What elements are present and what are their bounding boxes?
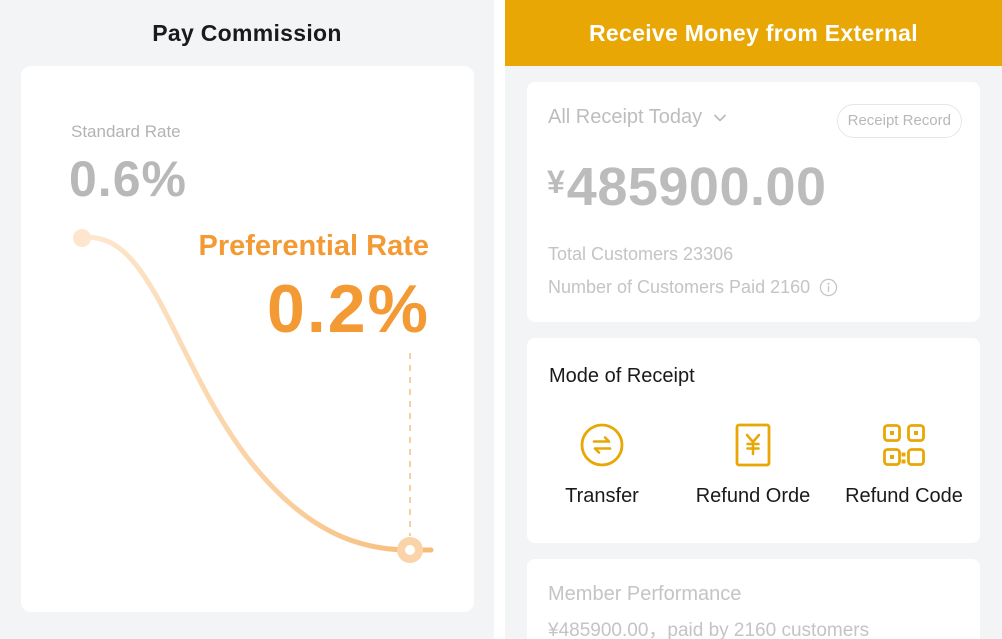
mode-of-receipt-title: Mode of Receipt (549, 365, 695, 387)
receipt-record-button[interactable]: Receipt Record (836, 104, 962, 138)
total-customers-label: Total Customers 23306 (548, 244, 734, 264)
amount-value: 485900.00 (566, 157, 827, 217)
commission-rate-card: Standard Rate 0.6% Preferential Rate 0.2… (21, 66, 474, 612)
info-icon[interactable] (819, 278, 838, 297)
receipt-total-amount: ¥ 485900.00 (547, 156, 827, 218)
preferential-rate-value: 0.2% (267, 271, 430, 347)
header-title: Receive Money from External (505, 0, 1002, 66)
refund-order-button[interactable]: Refund Orde (678, 422, 828, 508)
page-title: Pay Commission (152, 20, 342, 46)
total-customers-text: Total Customers 23306 (548, 244, 733, 265)
rate-decline-curve (76, 234, 434, 553)
standard-rate-value: 0.6% (69, 151, 187, 207)
refund-code-label: Refund Code (845, 485, 963, 507)
standard-rate-point (73, 229, 91, 247)
qr-code-icon (883, 424, 925, 466)
member-performance-card[interactable]: Member Performance ¥485900.00，paid by 21… (527, 559, 980, 639)
preferential-rate-label: Preferential Rate (198, 230, 430, 262)
currency-symbol: ¥ (547, 164, 565, 200)
receipt-period-label: All Receipt Today (548, 106, 703, 128)
member-performance-title: Member Performance (548, 583, 742, 605)
member-performance-summary: ¥485900.00，paid by 2160 customers (548, 620, 870, 639)
refund-code-button[interactable]: Refund Code (829, 422, 979, 508)
paid-customers-label: Number of Customers Paid 2160 (548, 277, 811, 297)
standard-rate-label: Standard Rate (71, 122, 181, 141)
mode-of-receipt-card: Mode of Receipt Transfer Refund Orde (527, 338, 980, 543)
receipt-summary-card: All Receipt Today Receipt Record ¥ 48590… (527, 82, 980, 322)
transfer-icon (580, 423, 624, 467)
pay-commission-panel: Pay Commission Standard Rate 0.6% Prefer… (0, 0, 494, 639)
receipt-period-dropdown[interactable]: All Receipt Today (548, 106, 728, 129)
receive-money-panel: Receive Money from External All Receipt … (505, 0, 1002, 639)
preferential-rate-point-center (405, 545, 415, 555)
yen-receipt-icon (735, 423, 771, 467)
chevron-down-icon (714, 114, 727, 121)
refund-order-label: Refund Orde (695, 485, 811, 507)
paid-customers-text: Number of Customers Paid 2160 (548, 277, 838, 298)
rate-curve-graphic (73, 229, 434, 563)
transfer-button[interactable]: Transfer (527, 422, 677, 508)
transfer-label: Transfer (565, 485, 639, 507)
